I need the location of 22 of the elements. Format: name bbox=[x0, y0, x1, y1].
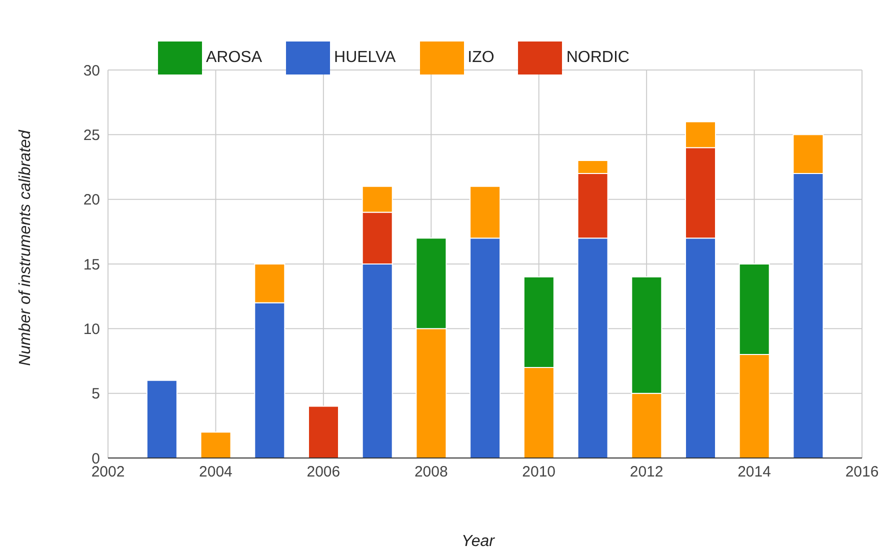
x-tick-label: 2014 bbox=[738, 464, 771, 481]
y-tick-label: 5 bbox=[92, 386, 100, 403]
y-tick-label: 25 bbox=[83, 126, 100, 144]
bar bbox=[200, 432, 232, 458]
x-tick-label: 2006 bbox=[306, 464, 340, 481]
x-tick-label: 2016 bbox=[845, 464, 879, 481]
x-tick-label: 2010 bbox=[522, 464, 556, 481]
x-tick-label: 2012 bbox=[630, 464, 664, 481]
x-tick-label: 2008 bbox=[414, 464, 448, 481]
legend-label: NORDIC bbox=[566, 49, 630, 66]
legend-label: AROSA bbox=[206, 49, 262, 66]
y-tick-label: 10 bbox=[83, 320, 100, 338]
bar bbox=[308, 406, 339, 458]
legend-label: IZO bbox=[468, 49, 494, 66]
x-axis-title: Year bbox=[462, 533, 496, 549]
legend-label: HUELVA bbox=[334, 49, 396, 66]
y-axis-title: Number of instruments calibrated bbox=[17, 129, 34, 366]
y-tick-label: 20 bbox=[83, 192, 100, 209]
y-tick-label: 30 bbox=[83, 62, 100, 80]
x-tick-label: 2004 bbox=[199, 464, 232, 481]
y-tick-label: 15 bbox=[83, 256, 100, 274]
bar bbox=[146, 380, 178, 458]
